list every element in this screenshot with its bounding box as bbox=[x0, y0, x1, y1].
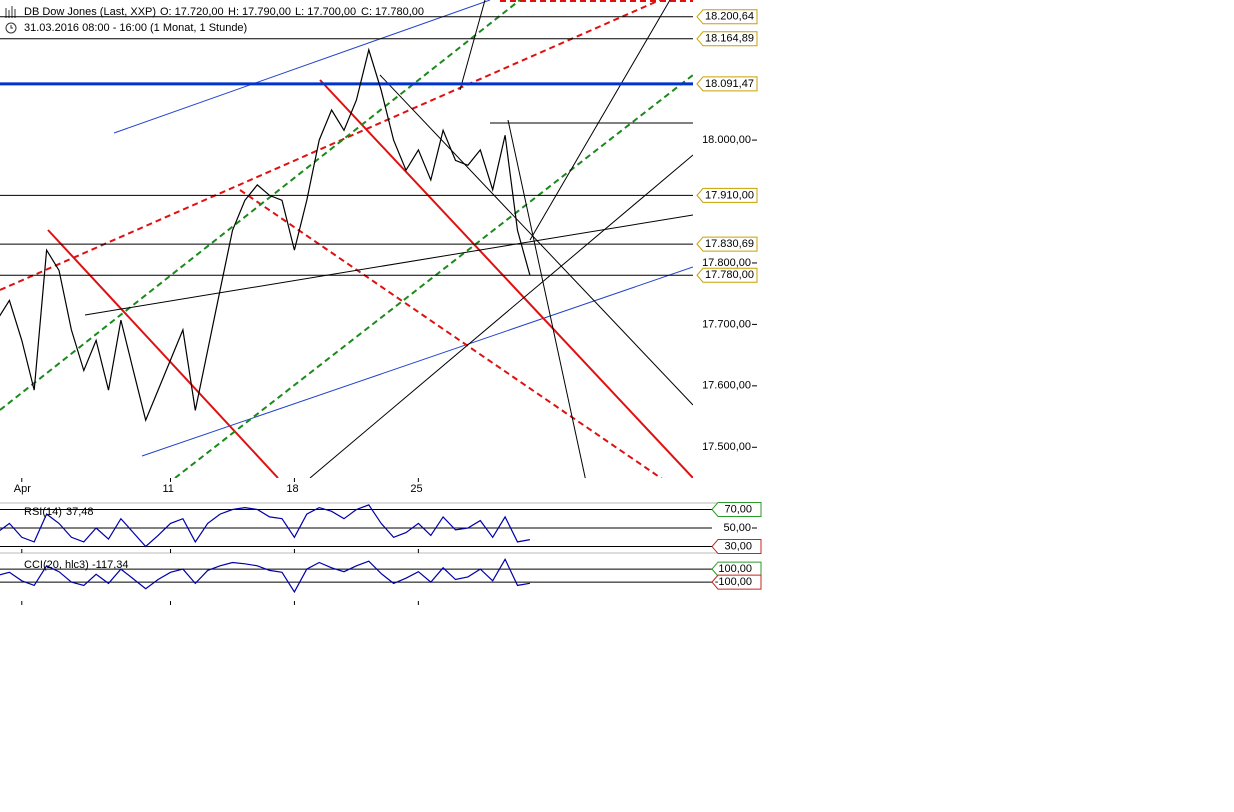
series-line bbox=[0, 504, 531, 548]
y-tick-label: 17.800,00 bbox=[702, 257, 751, 269]
x-tick-label: Apr bbox=[14, 483, 31, 495]
series-line bbox=[0, 47, 531, 423]
y-tick-box bbox=[711, 574, 762, 590]
y-tick-label: 17.700,00 bbox=[702, 318, 751, 330]
ohlc-value: C: 17.780,00 bbox=[361, 6, 424, 18]
header-icons bbox=[5, 6, 17, 34]
indicator-value: -117,34 bbox=[92, 559, 129, 571]
y-tick-label: 100,00 bbox=[718, 563, 752, 575]
ohlc-value: O: 17.720,00 bbox=[160, 6, 224, 18]
x-tick-label: 25 bbox=[410, 483, 422, 495]
y-tick-label: -100,00 bbox=[715, 576, 752, 588]
y-tick-box bbox=[711, 539, 762, 555]
chart-title: DB Dow Jones (Last, XXP) bbox=[24, 6, 156, 18]
chart-subtitle: 31.03.2016 08:00 - 16:00 (1 Monat, 1 Stu… bbox=[24, 22, 247, 34]
y-tick-label: 50,00 bbox=[723, 522, 751, 534]
indicator-name: CCI(20, hlc3) bbox=[24, 559, 89, 571]
level-label: 17.910,00 bbox=[705, 189, 754, 201]
y-tick-box bbox=[711, 561, 762, 577]
level-label: 17.830,69 bbox=[705, 238, 754, 250]
level-label: 18.200,64 bbox=[705, 11, 754, 23]
level-label: 18.164,89 bbox=[705, 33, 754, 45]
trend-lines bbox=[0, 0, 693, 478]
level-tag bbox=[696, 236, 758, 252]
level-tag bbox=[696, 187, 758, 203]
level-tag bbox=[696, 76, 758, 92]
ohlc-value: H: 17.790,00 bbox=[228, 6, 291, 18]
indicator-value: 37,48 bbox=[66, 506, 94, 518]
x-tick-label: 18 bbox=[286, 483, 298, 495]
indicator-name: RSI(14) bbox=[24, 506, 62, 518]
y-tick-label: 70,00 bbox=[724, 503, 752, 515]
ohlc-value: L: 17.700,00 bbox=[295, 6, 356, 18]
level-tag bbox=[696, 267, 758, 283]
series-line bbox=[0, 558, 531, 594]
x-tick-label: 11 bbox=[163, 483, 174, 495]
level-tag bbox=[696, 9, 758, 25]
level-label: 17.780,00 bbox=[705, 269, 754, 281]
y-tick-label: 30,00 bbox=[724, 540, 752, 552]
level-tag bbox=[696, 31, 758, 47]
y-tick-label: 18.000,00 bbox=[702, 134, 751, 146]
y-tick-label: 17.600,00 bbox=[702, 380, 751, 392]
level-label: 18.091,47 bbox=[705, 78, 754, 90]
y-tick-label: 17.500,00 bbox=[702, 441, 751, 453]
y-tick-box bbox=[711, 501, 762, 517]
